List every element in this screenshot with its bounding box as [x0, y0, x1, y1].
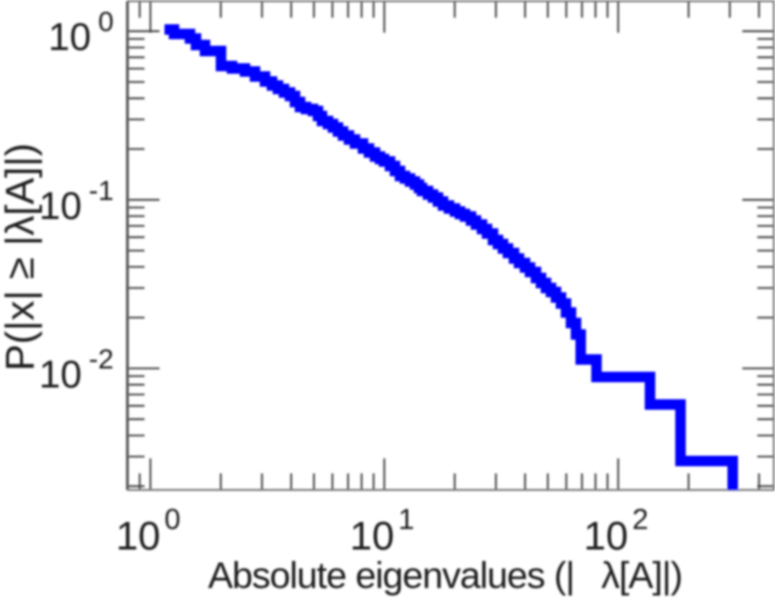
svg-text:10: 10: [584, 515, 629, 559]
svg-text:0: 0: [98, 6, 114, 37]
svg-text:-2: -2: [89, 343, 114, 374]
svg-text:10: 10: [350, 515, 395, 559]
svg-text:Absolute eigenvalues (|λ[A]|): Absolute eigenvalues (| λ[A]|): [208, 554, 682, 596]
svg-text:10: 10: [39, 185, 82, 228]
svg-text:10: 10: [39, 353, 82, 396]
svg-text:2: 2: [632, 504, 648, 536]
svg-text:1: 1: [398, 504, 414, 536]
svg-text:10: 10: [48, 16, 91, 59]
svg-text:10: 10: [116, 515, 161, 559]
svg-text:-1: -1: [89, 175, 114, 206]
svg-text:P(|x| ≥ |λ[A]|): P(|x| ≥ |λ[A]|): [0, 143, 43, 371]
svg-text:0: 0: [164, 504, 180, 536]
